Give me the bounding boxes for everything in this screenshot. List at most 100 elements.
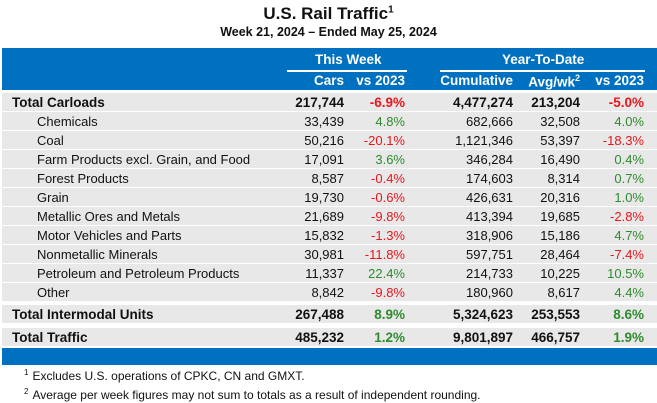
row-label: Farm Products excl. Grain, and Food: [37, 152, 251, 167]
vs2023-week-cell: -9.8%: [371, 285, 405, 300]
vs2023-week-cell: 1.2%: [374, 330, 405, 345]
table-header: This Week Year-To-Date Cars vs 2023 Cumu…: [2, 48, 657, 90]
footer-bar: [2, 348, 657, 365]
avg-week-cell: 8,617: [547, 285, 580, 300]
vs2023-week-cell: -0.4%: [371, 171, 405, 186]
cumulative-cell: 174,603: [466, 171, 513, 186]
vs2023-ytd-header: vs 2023: [595, 73, 644, 88]
vs2023-ytd-cell: 4.4%: [614, 285, 644, 300]
cumulative-cell: 214,733: [466, 266, 513, 281]
cumulative-cell: 1,121,346: [455, 133, 513, 148]
vs2023-week-cell: -20.1%: [363, 133, 405, 148]
row-label: Chemicals: [37, 114, 98, 129]
vs2023-week-cell: 4.8%: [375, 114, 405, 129]
footnote-1: 1 Excludes U.S. operations of CPKC, CN an…: [24, 368, 305, 383]
vs2023-ytd-cell: 10.5%: [607, 266, 644, 281]
vs2023-ytd-cell: 0.4%: [614, 152, 644, 167]
vs2023-week-cell: 3.6%: [375, 152, 405, 167]
table-row: Chemicals 33,439 4.8% 682,666 32,508 4.0%: [2, 112, 657, 130]
cumulative-cell: 426,631: [466, 190, 513, 205]
row-label: Forest Products: [37, 171, 129, 186]
cars-cell: 485,232: [295, 330, 344, 345]
cumulative-header: Cumulative: [440, 73, 513, 88]
row-label: Total Carloads: [12, 95, 105, 110]
table-row: Farm Products excl. Grain, and Food 17,09…: [2, 150, 657, 168]
vs2023-week-cell: -9.8%: [371, 209, 405, 224]
table-row: Total Carloads 217,744 -6.9% 4,477,274 213,2…: [2, 93, 657, 111]
row-label: Nonmetallic Minerals: [37, 247, 158, 262]
cars-cell: 217,744: [295, 95, 344, 110]
vs2023-week-cell: 22.4%: [368, 266, 405, 281]
cars-cell: 8,587: [311, 171, 344, 186]
cars-cell: 17,091: [304, 152, 344, 167]
avg-week-cell: 32,508: [540, 114, 580, 129]
vs2023-ytd-cell: 1.9%: [613, 330, 644, 345]
cars-cell: 33,439: [304, 114, 344, 129]
cumulative-cell: 4,477,274: [452, 95, 513, 110]
cars-cell: 15,832: [304, 228, 344, 243]
avg-week-cell: 253,553: [531, 307, 580, 322]
avg-week-cell: 20,316: [540, 190, 580, 205]
table-row: Forest Products 8,587 -0.4% 174,603 8,314 0.7…: [2, 169, 657, 187]
table-row: Total Traffic 485,232 1.2% 9,801,897 466,757…: [2, 328, 657, 346]
avg-week-cell: 466,757: [531, 330, 580, 345]
vs2023-ytd-cell: -18.3%: [602, 133, 644, 148]
avg-week-cell: 16,490: [540, 152, 580, 167]
page-subtitle: Week 21, 2024 – Ended May 25, 2024: [220, 25, 437, 39]
table-row: Motor Vehicles and Parts 15,832 -1.3% 318,9…: [2, 226, 657, 244]
vs2023-ytd-cell: 8.6%: [613, 307, 644, 322]
cars-cell: 19,730: [304, 190, 344, 205]
avg-week-cell: 8,314: [547, 171, 580, 186]
vs2023-week-cell: -11.8%: [364, 247, 405, 262]
cumulative-cell: 318,906: [466, 228, 513, 243]
avg-week-cell: 28,464: [540, 247, 580, 262]
cars-cell: 267,488: [295, 307, 344, 322]
table-row: Total Intermodal Units 267,488 8.9% 5,324,6…: [2, 305, 657, 323]
vs2023-week-header: vs 2023: [356, 73, 405, 88]
cumulative-cell: 5,324,623: [452, 307, 513, 322]
cars-cell: 11,337: [305, 266, 344, 281]
vs2023-week-cell: 8.9%: [374, 307, 405, 322]
table-row: Coal 50,216 -20.1% 1,121,346 53,397 -18.3%: [2, 131, 657, 149]
table-row: Metallic Ores and Metals 21,689 -9.8% 413,3…: [2, 207, 657, 225]
cumulative-cell: 682,666: [466, 114, 513, 129]
footnote-2: 2 Average per week figures may not sum to…: [24, 387, 481, 402]
row-label: Grain: [37, 190, 69, 205]
table-row: Nonmetallic Minerals 30,981 -11.8% 597,751 2…: [2, 245, 657, 263]
cumulative-cell: 597,751: [466, 247, 513, 262]
avg-week-cell: 213,204: [531, 95, 580, 110]
table-row: Other 8,842 -9.8% 180,960 8,617 4.4%: [2, 283, 657, 301]
vs2023-ytd-cell: -2.8%: [610, 209, 644, 224]
vs2023-ytd-cell: 1.0%: [614, 190, 644, 205]
cars-header: Cars: [313, 73, 344, 88]
cars-cell: 8,842: [311, 285, 344, 300]
this-week-header: This Week: [315, 52, 382, 67]
row-label: Metallic Ores and Metals: [37, 209, 181, 224]
cars-cell: 30,981: [304, 247, 344, 262]
vs2023-ytd-cell: -7.4%: [610, 247, 644, 262]
cumulative-cell: 413,394: [466, 209, 513, 224]
table-row: Petroleum and Petroleum Products 11,337 22…: [2, 264, 657, 282]
row-label: Total Intermodal Units: [12, 307, 154, 322]
cars-cell: 21,689: [304, 209, 344, 224]
avg-header: Avg/wk2: [528, 73, 580, 90]
vs2023-ytd-cell: 0.7%: [614, 171, 644, 186]
row-label: Motor Vehicles and Parts: [37, 228, 182, 243]
vs2023-week-cell: -0.6%: [371, 190, 405, 205]
row-label: Total Traffic: [12, 330, 88, 345]
row-label: Coal: [37, 133, 64, 148]
vs2023-week-cell: -6.9%: [369, 95, 405, 110]
avg-week-cell: 15,186: [540, 228, 580, 243]
row-label: Petroleum and Petroleum Products: [37, 266, 240, 281]
avg-week-cell: 19,685: [540, 209, 580, 224]
avg-week-cell: 53,397: [540, 133, 580, 148]
cumulative-cell: 9,801,897: [452, 330, 513, 345]
vs2023-week-cell: -1.3%: [371, 228, 405, 243]
vs2023-ytd-cell: 4.7%: [614, 228, 644, 243]
cars-cell: 50,216: [304, 133, 344, 148]
vs2023-ytd-cell: 4.0%: [614, 114, 644, 129]
cumulative-cell: 346,284: [466, 152, 513, 167]
ytd-header: Year-To-Date: [502, 52, 585, 67]
avg-week-cell: 10,225: [540, 266, 580, 281]
row-label: Other: [37, 285, 70, 300]
